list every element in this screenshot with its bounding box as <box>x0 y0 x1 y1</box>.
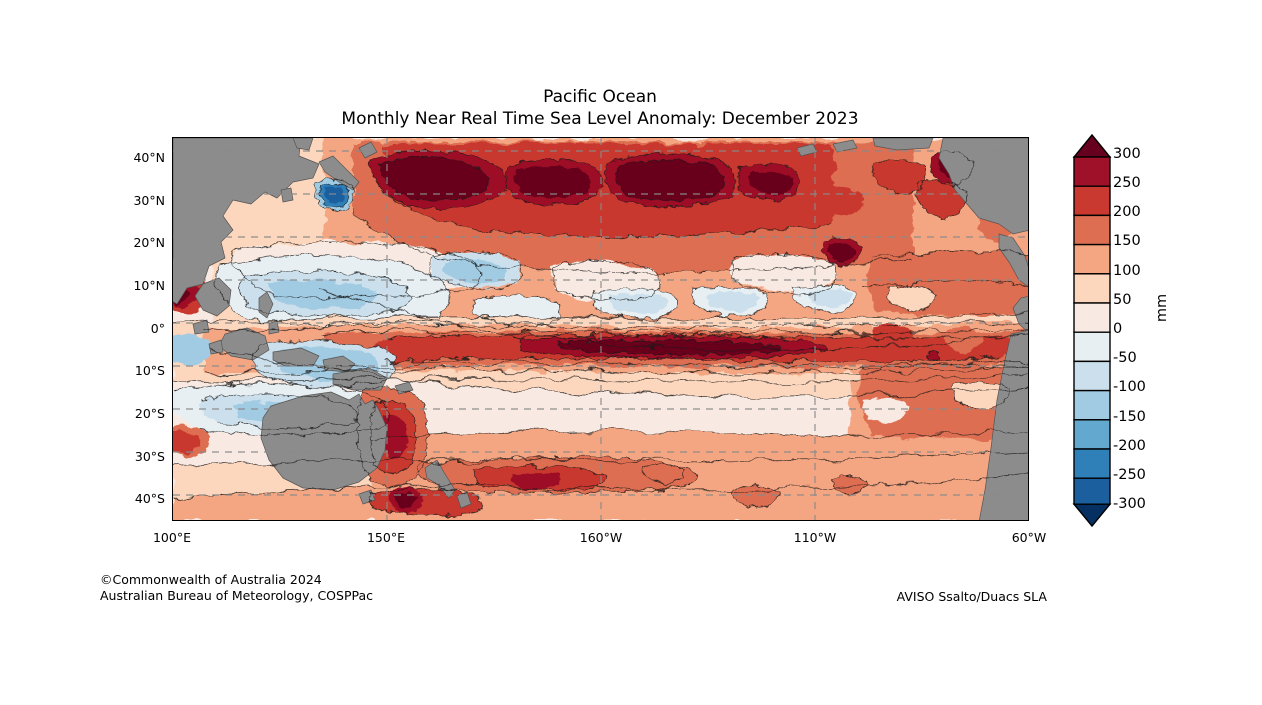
colorbar-tick-m150: -150 <box>1113 409 1146 425</box>
lat-label-0: 0° <box>150 321 165 336</box>
data-source-text: AVISO Ssalto/Duacs SLA <box>896 589 1047 604</box>
chart-title: Pacific Ocean Monthly Near Real Time Sea… <box>0 86 1200 130</box>
colorbar-tick-150: 150 <box>1113 233 1141 249</box>
colorbar-tick-m200: -200 <box>1113 438 1146 454</box>
lat-label-40n: 40°N <box>133 150 165 165</box>
colorbar-tick-m250: -250 <box>1113 467 1146 483</box>
title-line-2: Monthly Near Real Time Sea Level Anomaly… <box>341 109 859 129</box>
lon-label-100e: 100°E <box>152 530 191 545</box>
copyright-text: ©Commonwealth of Australia 2024 <box>100 572 322 587</box>
colorbar-tick-100: 100 <box>1113 263 1141 279</box>
lat-label-10s: 10°S <box>134 363 165 378</box>
colorbar-tick-m100: -100 <box>1113 379 1146 395</box>
lon-label-150e: 150°E <box>366 530 405 545</box>
colorbar-tick-m300: -300 <box>1113 496 1146 512</box>
lat-label-30s: 30°S <box>134 449 165 464</box>
colorbar-svg <box>1072 133 1112 528</box>
colorbar-unit-label: mm <box>1154 293 1171 323</box>
lat-label-20s: 20°S <box>134 406 165 421</box>
colorbar-tick-50: 50 <box>1113 292 1132 308</box>
colorbar-tick-250: 250 <box>1113 175 1141 191</box>
colorbar-tick-200: 200 <box>1113 204 1141 220</box>
colorbar-tick-300: 300 <box>1113 146 1141 162</box>
agency-text: Australian Bureau of Meteorology, COSPPa… <box>100 588 373 603</box>
title-line-1: Pacific Ocean <box>543 87 657 107</box>
lat-label-10n: 10°N <box>133 278 165 293</box>
lon-label-60w: 60°W <box>1011 530 1047 545</box>
colorbar-under-cap <box>1072 503 1112 528</box>
colorbar-tick-m50: -50 <box>1113 350 1137 366</box>
colorbar-over-cap <box>1072 133 1112 158</box>
map-canvas <box>173 138 1028 520</box>
colorbar-tick-0: 0 <box>1113 321 1123 337</box>
lat-label-40s: 40°S <box>134 491 165 506</box>
sea-level-anomaly-map <box>172 137 1029 521</box>
lat-label-20n: 20°N <box>133 235 165 250</box>
lon-label-160w: 160°W <box>579 530 623 545</box>
lon-label-110w: 110°W <box>793 530 837 545</box>
colorbar <box>1072 133 1112 528</box>
lat-label-30n: 30°N <box>133 193 165 208</box>
footer-credit: ©Commonwealth of Australia 2024 Australi… <box>100 572 373 604</box>
